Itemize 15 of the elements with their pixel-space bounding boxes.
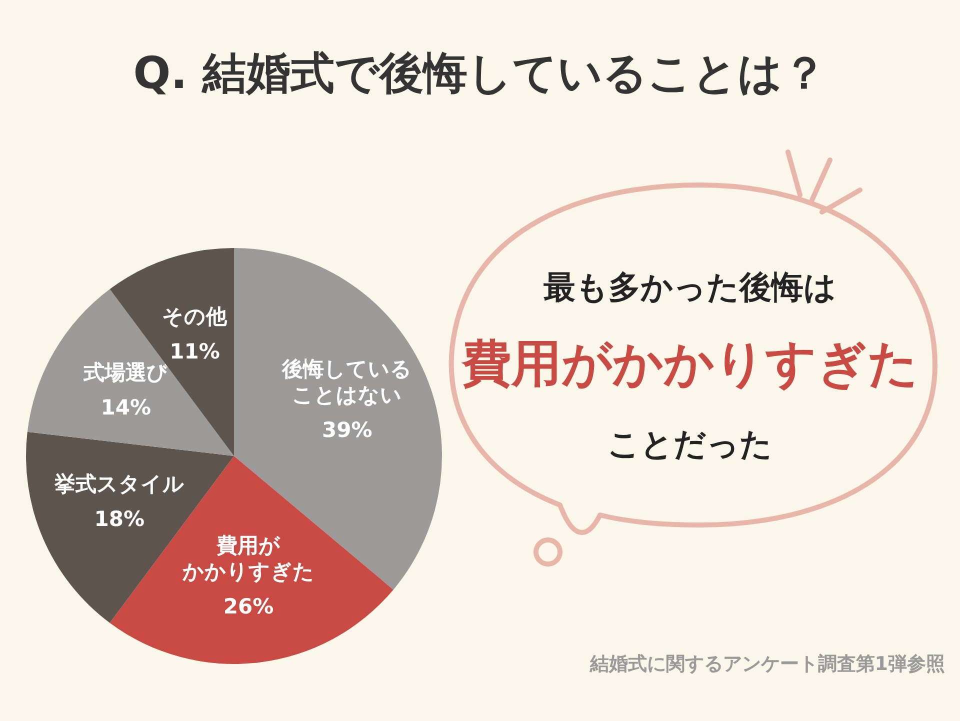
- text: 費用がかかりすぎた: [460, 334, 918, 393]
- slice-label: 挙式スタイル: [53, 472, 184, 496]
- slice-label: 式場選び: [82, 360, 168, 384]
- chart-title: Q. 結婚式で後悔していることは？: [133, 48, 827, 100]
- text: 結婚式に関するアンケート調査第1弾参照: [588, 653, 945, 676]
- data-label: 14%: [100, 395, 152, 420]
- data-label: 18%: [94, 507, 145, 532]
- text: 最も多かった後悔は: [544, 268, 836, 306]
- data-label: 26%: [223, 594, 274, 619]
- slice-label: その他: [162, 304, 228, 328]
- slice-label: 後悔していることはない: [281, 356, 412, 408]
- data-label: 39%: [322, 418, 372, 442]
- data-label: 11%: [170, 339, 220, 364]
- text: ことだった: [608, 424, 772, 463]
- slice-label: 費用がかかりすぎた: [181, 534, 314, 584]
